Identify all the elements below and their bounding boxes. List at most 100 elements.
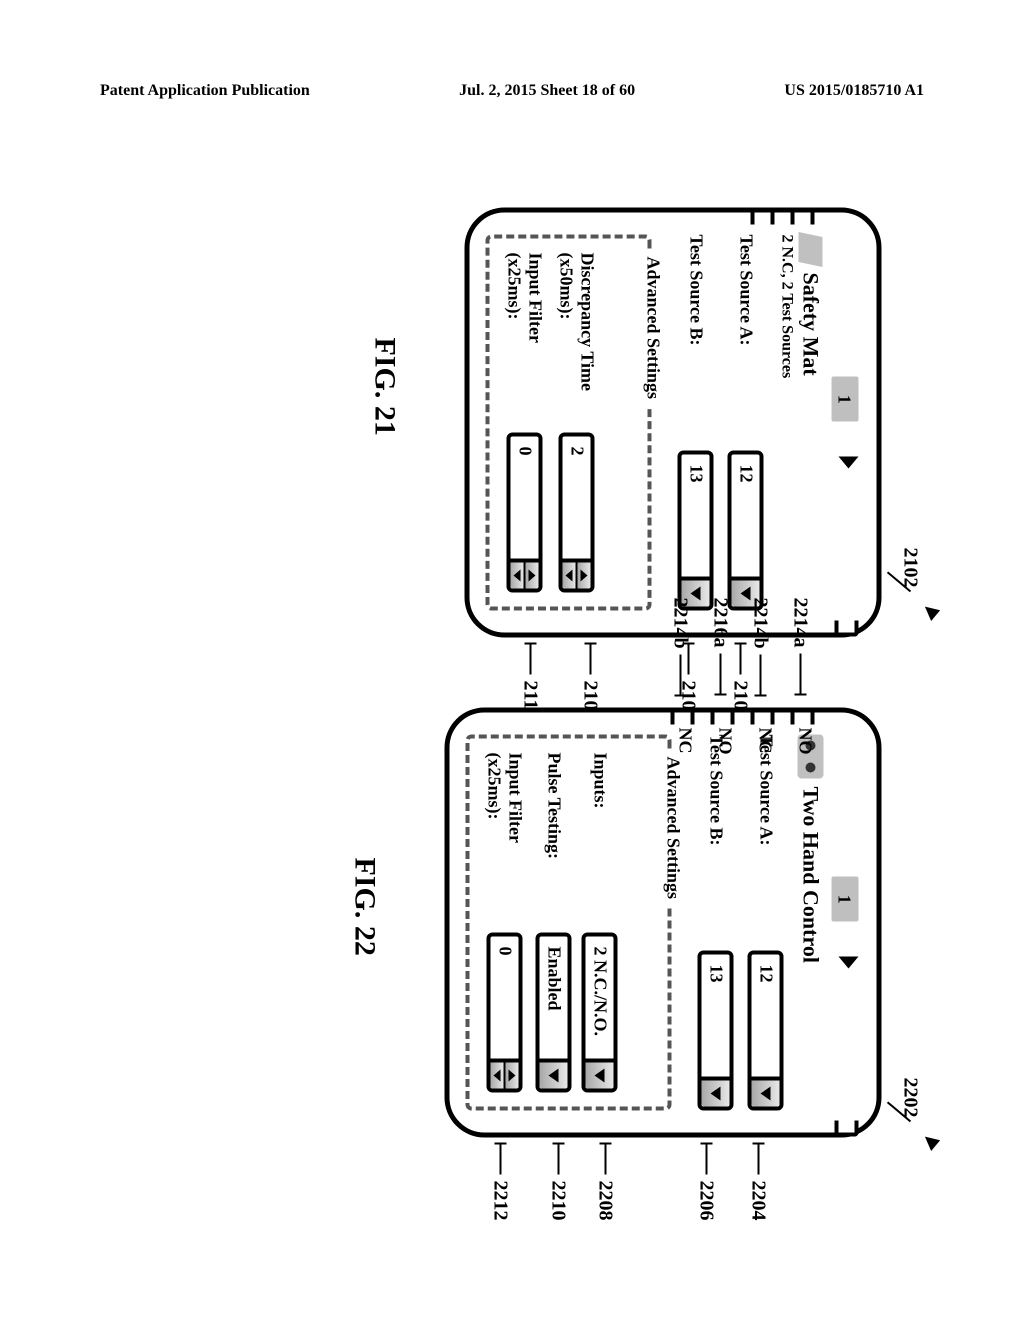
fig22-pulse-label: Pulse Testing: (544, 753, 565, 860)
fig22-ref-2202-lead: 2202 (899, 1078, 922, 1166)
fig22-ref-2204: 2204 (747, 1181, 770, 1221)
header-left: Patent Application Publication (100, 82, 310, 100)
fig21-test-a-label: Test Source A: (736, 235, 757, 346)
chevron-down-icon (549, 1069, 559, 1083)
safety-mat-icon (799, 232, 823, 267)
fig22-left-conn-4 (671, 709, 695, 725)
fig22-test-b-dropdown[interactable]: 13 (698, 951, 734, 1111)
fig22-ref-2214a: 2214a (789, 598, 812, 648)
fig22-ref-2206-lead: 2206 (695, 1143, 718, 1221)
fig22-filter-value: 0 (491, 937, 519, 1059)
fig22-test-b-row: Test Source B: 13 (698, 735, 734, 1111)
fig22-conn-no-1: NO (795, 728, 816, 755)
fig21-filter-label-2: (x25ms): (505, 253, 525, 320)
fig22-pulse-dropdown[interactable]: Enabled (536, 933, 572, 1093)
fig21-left-conn-1 (791, 209, 815, 225)
fig22-pulse-ddbtn[interactable] (540, 1059, 568, 1089)
fig22-test-b-ddbtn[interactable] (702, 1077, 730, 1107)
fig22-ref-2212-lead: 2212 (489, 1143, 512, 1221)
fig21-disc-label: Discrepancy Time (x50ms): (556, 253, 598, 392)
fig21-disc-spinner[interactable]: 2 (559, 433, 595, 593)
fig21-filter-spinner[interactable]: 0 (507, 433, 543, 593)
fig22-filter-row: Input Filter (x25ms): 0 (484, 753, 526, 1093)
fig22-right-conn (835, 1121, 859, 1137)
fig22-test-a-ddbtn[interactable] (752, 1077, 780, 1107)
fig22-left-conn-2 (751, 709, 775, 725)
fig21-title-row: Safety Mat (798, 235, 824, 611)
fig22-conn-no-2: NO (715, 728, 736, 755)
fig22-ref-2208: 2208 (594, 1181, 617, 1221)
fig21-title: Safety Mat (798, 273, 824, 376)
fig22-filter-label-2: (x25ms): (485, 753, 505, 820)
fig22-inputs-label: Inputs: (590, 753, 611, 809)
fig21-test-a-dropdown[interactable]: 12 (728, 451, 764, 611)
fig21-test-b-label: Test Source B: (686, 235, 707, 346)
fig22-caption: FIG. 22 (348, 858, 382, 956)
fig22-test-b-value: 13 (702, 955, 730, 1077)
fig21-advanced-box: Advanced Settings Discrepancy Time (x50m… (486, 235, 652, 611)
fig21-tab[interactable]: 1 (832, 377, 859, 422)
fig22-ref-2216a: 2216a (709, 598, 732, 648)
fig22-pulse-row: Pulse Testing: Enabled (536, 753, 572, 1093)
chevron-down-icon (566, 570, 573, 582)
fig22-left-conn-3 (711, 709, 735, 725)
fig21-test-b-dropdown[interactable]: 13 (678, 451, 714, 611)
chevron-down-icon (761, 1087, 771, 1101)
fig22-filter-spinbtns[interactable] (491, 1059, 519, 1089)
fig21-tab-row: 1 (832, 235, 859, 611)
fig21-test-a-row: Test Source A: 12 (728, 235, 764, 611)
fig22-title: Two Hand Control (798, 787, 824, 963)
fig22-ref-2214a-lead: 2214a (789, 598, 812, 696)
header-center: Jul. 2, 2015 Sheet 18 of 60 (459, 82, 635, 100)
fig21-subtitle: 2 N.C, 2 Test Sources (778, 235, 796, 611)
fig21-disc-label-2: (x50ms): (557, 253, 577, 320)
fig22-filter-label-1: Input Filter (506, 753, 526, 844)
chevron-down-icon (711, 1087, 721, 1101)
fig22-inputs-row: Inputs: 2 N.C./N.O. (582, 753, 618, 1093)
fig22-ref-2204-lead: 2204 (747, 1143, 770, 1221)
fig21-left-conn-2 (751, 209, 775, 225)
chevron-up-icon (509, 1070, 516, 1082)
fig22-test-a-value: 12 (752, 955, 780, 1077)
fig21-disc-value: 2 (563, 437, 591, 559)
fig21-filter-row: Input Filter (x25ms): 0 (504, 253, 546, 593)
fig22-ref-2208-lead: 2208 (594, 1143, 617, 1221)
fig21-tab-arrow-icon[interactable] (839, 456, 859, 468)
fig22-ref-2210: 2210 (547, 1181, 570, 1221)
fig22-advanced-box: Advanced Settings Inputs: 2 N.C./N.O. Pu… (466, 735, 672, 1111)
fig22-inputs-dropdown[interactable]: 2 N.C./N.O. (582, 933, 618, 1093)
fig22-pulse-value: Enabled (540, 937, 568, 1059)
chevron-down-icon (494, 1070, 501, 1082)
fig22-conn-nc-1: NC (755, 728, 776, 754)
fig22-ref-2214b-lead: 2214b (749, 598, 772, 697)
fig22-ref-2210-lead: 2210 (547, 1143, 570, 1221)
rotated-canvas: 1 Safety Mat 2 N.C, 2 Test Sources Test … (112, 178, 932, 1238)
fig21-disc-row: Discrepancy Time (x50ms): 2 (556, 253, 598, 593)
fig22-tab-row: 1 (832, 735, 859, 1111)
page-header: Patent Application Publication Jul. 2, 2… (100, 82, 924, 100)
fig22-ref-2214b2-lead: 2214b (669, 598, 692, 697)
fig22-inputs-ddbtn[interactable] (586, 1059, 614, 1089)
fig22-filter-spinner[interactable]: 0 (487, 933, 523, 1093)
fig21-filter-spinbtns[interactable] (511, 559, 539, 589)
fig21-filter-value: 0 (511, 437, 539, 559)
fig21-disc-label-1: Discrepancy Time (578, 253, 598, 392)
fig22-tab-arrow-icon[interactable] (839, 956, 859, 968)
fig21-caption: FIG. 21 (368, 338, 402, 436)
fig21-filter-label-1: Input Filter (526, 253, 546, 344)
fig22-test-a-dropdown[interactable]: 12 (748, 951, 784, 1111)
fig22-filter-label: Input Filter (x25ms): (484, 753, 526, 844)
fig22-conn-nc-2: NC (675, 728, 696, 754)
fig21-filter-label: Input Filter (x25ms): (504, 253, 546, 344)
fig22-title-row: Two Hand Control (798, 735, 824, 1111)
fig21-test-b-row: Test Source B: 13 (678, 235, 714, 611)
fig21-adv-legend: Advanced Settings (643, 249, 664, 408)
fig21-test-b-value: 13 (682, 455, 710, 577)
fig21-disc-spinbtns[interactable] (563, 559, 591, 589)
fig22-left-conn-1 (791, 709, 815, 725)
header-right: US 2015/0185710 A1 (784, 82, 924, 100)
fig21-ref-2102-lead: 2102 (899, 548, 922, 636)
chevron-down-icon (595, 1069, 605, 1083)
fig22-inputs-value: 2 N.C./N.O. (586, 937, 614, 1059)
fig22-tab[interactable]: 1 (832, 877, 859, 922)
